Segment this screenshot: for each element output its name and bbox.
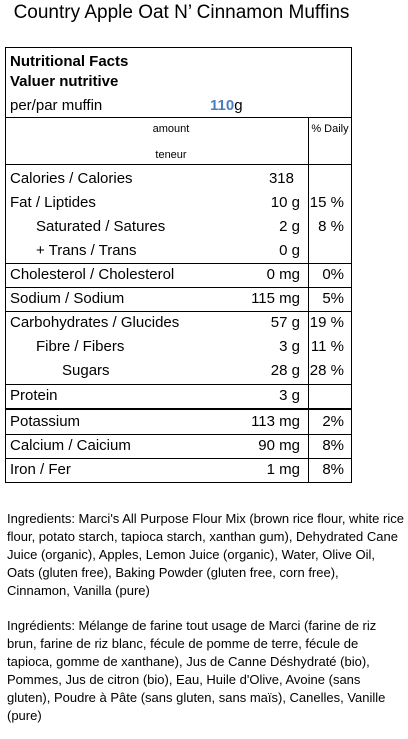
row-calcium: Calcium / Caicium 90 mg 8% xyxy=(6,434,351,458)
thick-divider xyxy=(6,408,351,410)
product-title: Country Apple Oat N’ Cinnamon Muffins xyxy=(13,2,350,23)
nutrient-daily-value: 15 % xyxy=(309,194,344,211)
divider xyxy=(6,458,351,459)
row-saturated: Saturated / Satures 2 g 8 % xyxy=(6,215,351,239)
nutrient-amount: 0 mg xyxy=(266,266,300,283)
nutrient-amount: 10 g xyxy=(270,194,300,211)
heading-english: Nutritional Facts xyxy=(10,53,129,70)
row-sodium: Sodium / Sodium 115 mg 5% xyxy=(6,287,351,311)
row-fat: Fat / Liptides 10 g 15 % xyxy=(6,191,351,215)
row-cholesterol: Cholesterol / Cholesterol 0 mg 0% xyxy=(6,263,351,287)
divider xyxy=(6,164,351,165)
serving-line: per/par muffin 110g xyxy=(10,97,243,115)
nutrient-name: Cholesterol / Cholesterol xyxy=(10,266,175,283)
divider xyxy=(6,117,351,118)
nutrient-daily-value: 2% xyxy=(322,413,344,430)
nutrient-daily-value: 8% xyxy=(322,461,344,478)
row-sugars: Sugars 28 g 28 % xyxy=(6,359,351,383)
nutrient-daily-value: 8% xyxy=(322,437,344,454)
serving-size: 110g xyxy=(210,97,270,115)
nutrient-name: Sodium / Sodium xyxy=(10,290,125,307)
nutrient-amount: 57 g xyxy=(270,314,300,331)
nutrient-amount: 28 g xyxy=(270,362,300,379)
row-carbohydrates: Carbohydrates / Glucides 57 g 19 % xyxy=(6,311,351,335)
nutrient-name: Saturated / Satures xyxy=(36,218,166,235)
nutrient-daily-value: 5% xyxy=(322,290,344,307)
nutrient-daily-value: 11 % xyxy=(310,338,344,355)
nutrient-amount: 318 xyxy=(268,170,294,187)
nutrient-amount: 90 mg xyxy=(258,437,300,454)
teneur-header: teneur xyxy=(155,149,187,161)
nutrient-amount: 113 mg xyxy=(251,413,300,430)
nutrient-amount: 1 mg xyxy=(266,461,300,478)
row-protein: Protein 3 g xyxy=(6,384,351,408)
divider xyxy=(6,287,351,288)
serving-amount: 110 xyxy=(210,97,235,114)
nutrient-amount: 115 mg xyxy=(251,290,300,307)
nutrient-amount: 0 g xyxy=(279,242,300,259)
nutrient-name: Sugars xyxy=(62,362,110,379)
ingredients-french: Ingrédients: Mélange de farine tout usag… xyxy=(7,618,386,723)
row-iron: Iron / Fer 1 mg 8% xyxy=(6,458,351,482)
divider xyxy=(6,434,351,435)
divider xyxy=(6,311,351,312)
nutrient-name: + Trans / Trans xyxy=(36,242,137,259)
column-divider xyxy=(308,117,309,483)
nutrient-daily-value: 0% xyxy=(322,266,344,283)
nutrient-amount: 3 g xyxy=(279,387,300,404)
amount-header: amount xyxy=(152,123,190,135)
row-trans: + Trans / Trans 0 g xyxy=(6,239,351,263)
divider xyxy=(6,384,351,385)
nutrient-name: Potassium xyxy=(10,413,81,430)
row-fibre: Fibre / Fibers 3 g 11 % xyxy=(6,335,351,359)
row-potassium: Potassium 113 mg 2% xyxy=(6,410,351,434)
nutrient-name: Calories / Calories xyxy=(10,170,133,187)
daily-value-header: % Daily xyxy=(311,123,349,135)
serving-unit: g xyxy=(234,97,243,114)
nutrient-name: Fibre / Fibers xyxy=(36,338,125,355)
serving-label: per/par muffin xyxy=(10,97,103,114)
nutrient-daily-value: 19 % xyxy=(309,314,344,331)
row-calories: Calories / Calories 318 xyxy=(6,167,351,191)
divider xyxy=(6,263,351,264)
nutrient-name: Carbohydrates / Glucides xyxy=(10,314,180,331)
nutrient-daily-value: 8 % xyxy=(318,218,344,235)
nutrient-amount: 2 g xyxy=(279,218,300,235)
nutrient-name: Calcium / Caicium xyxy=(10,437,131,454)
nutrient-name: Iron / Fer xyxy=(10,461,71,478)
nutrient-name: Fat / Liptides xyxy=(10,194,96,211)
nutrition-facts-table: Nutritional Facts Valuer nutritive per/p… xyxy=(5,47,352,483)
heading-french: Valuer nutritive xyxy=(10,73,119,90)
nutrient-amount: 3 g xyxy=(279,338,300,355)
ingredients-english: Ingredients: Marci's All Purpose Flour M… xyxy=(7,511,404,598)
nutrient-daily-value: 28 % xyxy=(309,362,344,379)
nutrient-name: Protein xyxy=(10,387,58,404)
